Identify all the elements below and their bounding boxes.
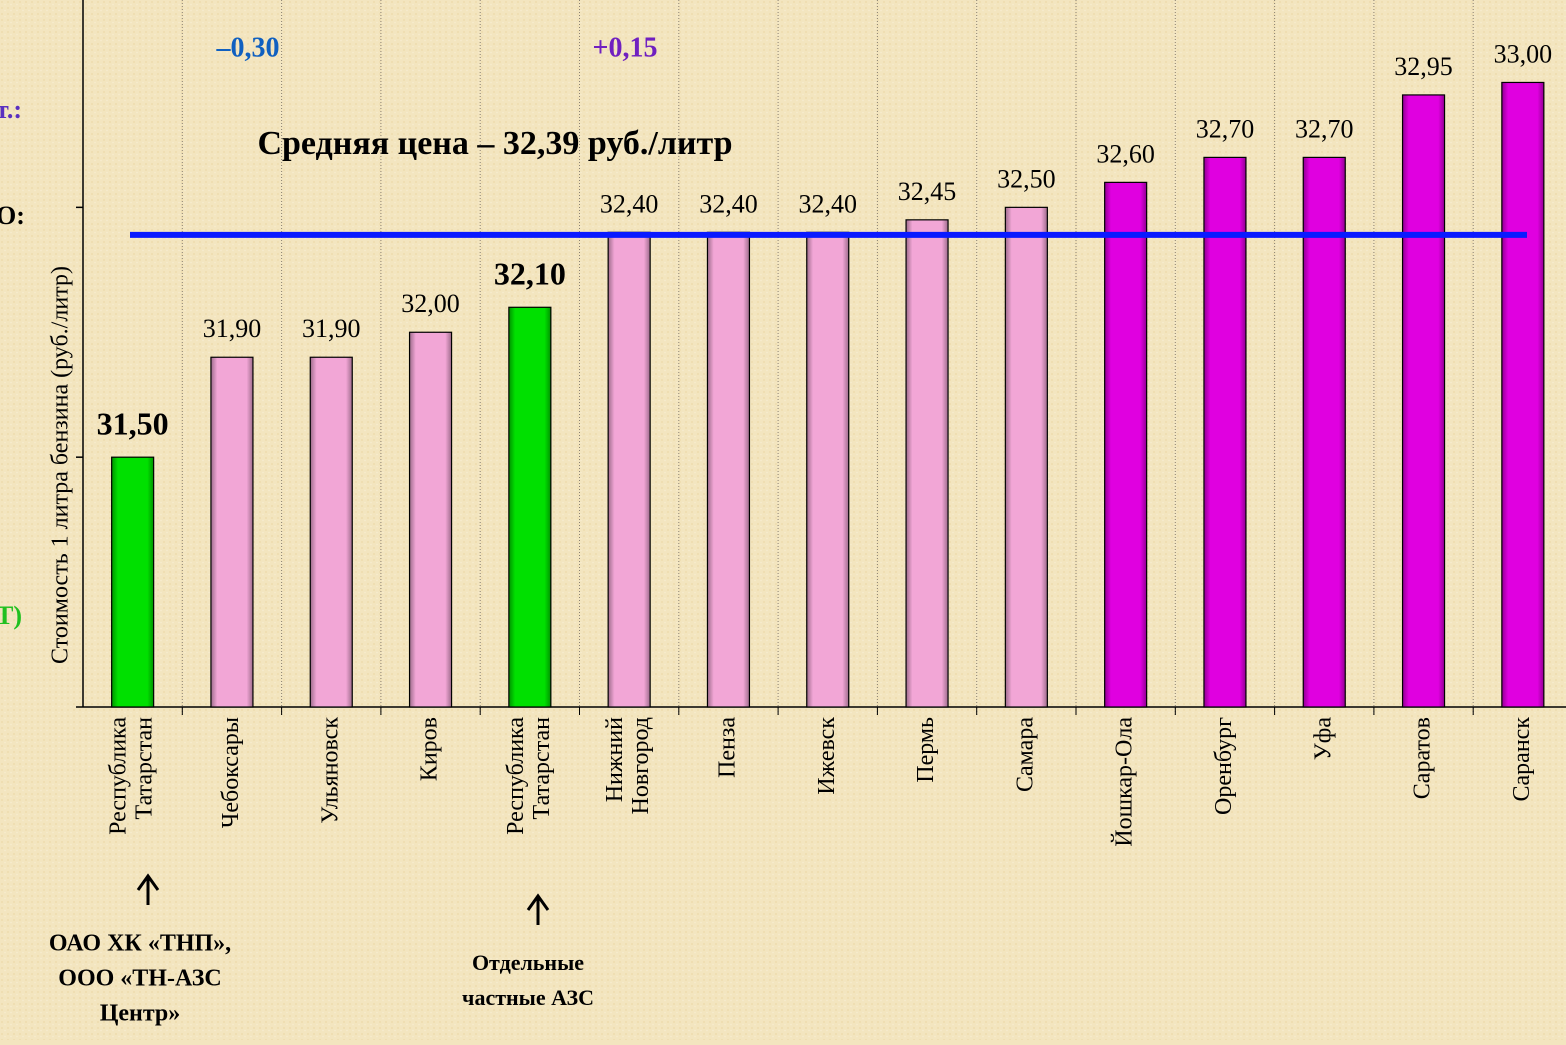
bar-shade [409, 332, 452, 707]
bar-shade [1203, 157, 1246, 708]
x-tick-label: Саранск [1508, 717, 1534, 802]
footnote: частные АЗС [462, 985, 594, 1010]
value-label: 32,40 [799, 189, 858, 218]
x-tick-label: НижнийНовгород [602, 717, 654, 815]
value-label: 32,60 [1096, 139, 1155, 168]
bar-shade [111, 457, 154, 707]
bar-shade [508, 307, 551, 707]
bar-shade [1402, 94, 1445, 707]
value-label: 32,70 [1295, 114, 1354, 143]
x-tick-label: Ижевск [813, 717, 839, 795]
x-tick-label: Уфа [1310, 717, 1336, 761]
footnote: Отдельные [472, 950, 584, 975]
footnote: ОАО ХК «ТНП», [49, 931, 231, 957]
value-label: 32,00 [401, 289, 460, 318]
x-tick-label: Чебоксары [217, 717, 243, 828]
x-tick-label: Самара [1012, 717, 1038, 792]
x-tick-label: Ульяновск [317, 717, 343, 824]
average-label: Средняя цена – 32,39 руб./литр [257, 125, 732, 162]
bar-shade [707, 232, 750, 707]
value-label: 32,40 [699, 189, 758, 218]
bar-shade [1501, 82, 1544, 707]
bar-shade [310, 357, 353, 707]
bar-shade [1104, 182, 1147, 707]
x-tick-label: Саратов [1409, 717, 1435, 799]
bar-shade [1005, 207, 1048, 707]
value-label: 32,50 [997, 164, 1056, 193]
bar-shade [608, 232, 651, 707]
value-label: 32,70 [1196, 114, 1255, 143]
y-axis-label: Стоимость 1 литра бензина (руб./литр) [48, 266, 74, 664]
value-label: 32,40 [600, 189, 659, 218]
value-label: 32,95 [1394, 52, 1453, 81]
left-fragment: Т) [0, 601, 22, 630]
left-fragment: т.: [0, 95, 22, 124]
x-tick-label: РеспубликаТатарстан [105, 717, 157, 835]
value-label: 32,10 [494, 256, 566, 292]
x-tick-label: Оренбург [1210, 717, 1236, 815]
annotation: –0,30 [216, 32, 280, 63]
value-label: 32,45 [898, 177, 957, 206]
x-tick-label: Киров [416, 717, 442, 781]
x-tick-label: Пенза [714, 717, 740, 778]
arrow [526, 893, 550, 925]
x-tick-label: Йошкар-Ола [1111, 717, 1137, 847]
annotation: +0,15 [593, 32, 658, 63]
arrow [136, 873, 160, 905]
left-fragment: О: [0, 201, 25, 230]
value-label: 31,50 [97, 406, 169, 442]
footnote: ООО «ТН-АЗС [58, 966, 221, 992]
value-label: 33,00 [1494, 39, 1553, 68]
x-tick-label: Пермь [913, 717, 939, 783]
x-tick-label: РеспубликаТатарстан [502, 717, 554, 835]
bar-shade [906, 219, 949, 707]
bar-shade [806, 232, 849, 707]
bar-shade [210, 357, 253, 707]
value-label: 31,90 [302, 314, 361, 343]
bar-shade [1303, 157, 1346, 708]
value-label: 31,90 [203, 314, 262, 343]
footnote: Центр» [100, 1001, 181, 1027]
